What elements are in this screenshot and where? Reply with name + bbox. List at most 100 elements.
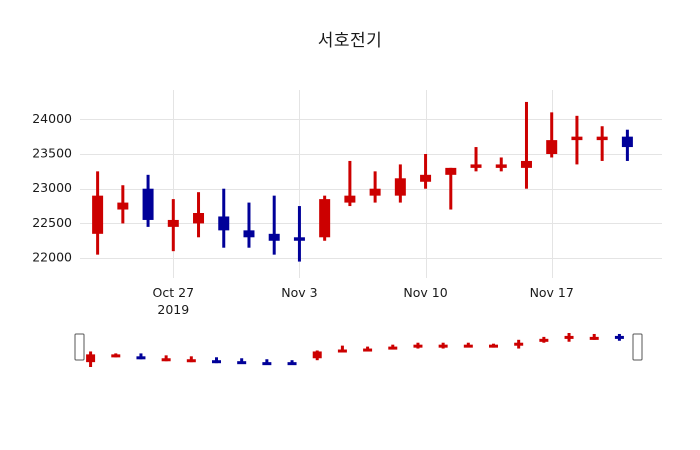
candlestick-body [621, 136, 633, 148]
x-axis-tick-label: Nov 17 [530, 285, 574, 300]
candlestick[interactable] [596, 126, 608, 161]
navigator-candlestick-body [212, 360, 221, 364]
candlestick-body [596, 136, 608, 141]
navigator-candlestick-wick [265, 359, 269, 365]
candlestick[interactable] [420, 154, 432, 189]
candlestick-body [167, 219, 179, 227]
range-start-handle[interactable] [74, 333, 85, 361]
navigator-candlestick [363, 346, 373, 352]
candlestick[interactable] [193, 192, 205, 238]
navigator-candlestick [614, 333, 624, 341]
navigator-candlestick-body [413, 344, 423, 348]
y-axis-tick-label: 23000 [32, 180, 72, 195]
navigator-candlestick-body [463, 344, 473, 348]
y-axis-tick-label: 24000 [32, 111, 72, 126]
candlestick-body [394, 178, 406, 196]
candlestick[interactable] [495, 157, 507, 172]
candlestick-series[interactable] [92, 101, 633, 262]
candlestick[interactable] [243, 202, 255, 248]
candlestick[interactable] [268, 195, 280, 255]
navigator-candlestick [136, 353, 146, 360]
x-axis-year-label: 2019 [157, 302, 189, 317]
navigator-candlestick-body [363, 348, 373, 352]
candlestick[interactable] [520, 101, 532, 189]
navigator-candlestick [312, 350, 322, 361]
candlestick-body [344, 195, 356, 203]
candlestick[interactable] [117, 185, 129, 224]
navigator-candlestick-body [312, 351, 322, 359]
candlestick[interactable] [369, 171, 381, 203]
candlestick[interactable] [218, 188, 230, 248]
candlestick-wick [600, 126, 604, 161]
candlestick-body [117, 202, 129, 210]
navigator-candlestick [237, 358, 247, 365]
candlestick-body [495, 164, 507, 168]
candlestick-wick [247, 202, 251, 248]
navigator-candlestick-body [262, 362, 272, 366]
navigator-candlestick [111, 353, 121, 358]
candlestick[interactable] [293, 206, 305, 262]
navigator-candlestick-wick [340, 345, 344, 353]
navigator-candlestick-body [514, 342, 524, 346]
candlestick-body [445, 167, 457, 175]
candlestick-wick [424, 154, 428, 189]
navigator-candlestick-body [86, 354, 96, 363]
navigator-candlestick-body [438, 344, 448, 348]
candlestick-wick [272, 195, 276, 255]
range-end-handle[interactable] [632, 333, 643, 361]
candlestick[interactable] [344, 160, 356, 207]
candlestick[interactable] [470, 147, 482, 172]
candlestick[interactable] [394, 164, 406, 203]
y-axis-labels: 22000 22500 23000 23500 24000 [32, 111, 72, 265]
candlestick-body [420, 174, 432, 182]
navigator-candlestick-wick [240, 358, 244, 364]
candlestick[interactable] [319, 195, 331, 241]
candlestick-body [218, 216, 230, 231]
navigator-candlestick [539, 336, 549, 343]
candlestick[interactable] [167, 199, 179, 252]
navigator-candlestick [287, 360, 297, 366]
candlestick[interactable] [621, 129, 633, 161]
navigator-candlestick [589, 333, 599, 340]
candlestick[interactable] [92, 171, 104, 255]
candlestick[interactable] [546, 112, 558, 158]
y-axis-tick-label: 23500 [32, 146, 72, 161]
y-axis-tick-label: 22000 [32, 250, 72, 265]
candlestick[interactable] [445, 167, 457, 210]
navigator-candlestick [489, 343, 498, 348]
x-axis-labels: Oct 27 Nov 3 Nov 10 Nov 17 2019 [153, 285, 574, 317]
candlestick-body [268, 233, 280, 241]
grid-layer [80, 90, 662, 278]
navigator-candlestick [337, 345, 347, 353]
navigator-candlestick-body [111, 354, 121, 358]
navigator-candlestick [413, 342, 423, 349]
candlestick-body [142, 188, 154, 220]
candlestick-wick [297, 206, 301, 262]
candlestick-body [546, 140, 558, 154]
candlestick-body [243, 230, 255, 238]
navigator-candlestick [262, 359, 272, 366]
range-navigator[interactable] [74, 333, 643, 367]
candlestick-body [470, 164, 482, 168]
navigator-candlestick-wick [139, 353, 143, 360]
candlestick[interactable] [142, 174, 154, 227]
candlestick-body [369, 188, 381, 196]
navigator-candlestick-body [539, 338, 549, 342]
candlestick-body [193, 213, 205, 224]
navigator-candlestick-body [589, 336, 599, 340]
candlestick-wick [474, 147, 478, 172]
candlestick-wick [524, 101, 528, 189]
candlestick-body [571, 136, 583, 141]
candlestick-body [319, 199, 331, 238]
navigator-candlestick-body [186, 359, 196, 363]
y-axis-tick-label: 22500 [32, 215, 72, 230]
navigator-candlestick-body [161, 358, 171, 362]
navigator-candlestick [438, 342, 448, 349]
candlestick[interactable] [571, 115, 583, 165]
candlestick-wick [373, 171, 377, 203]
navigator-candlestick-body [287, 362, 297, 366]
navigator-candlestick-body [388, 346, 398, 350]
x-axis-tick-label: Nov 10 [403, 285, 447, 300]
